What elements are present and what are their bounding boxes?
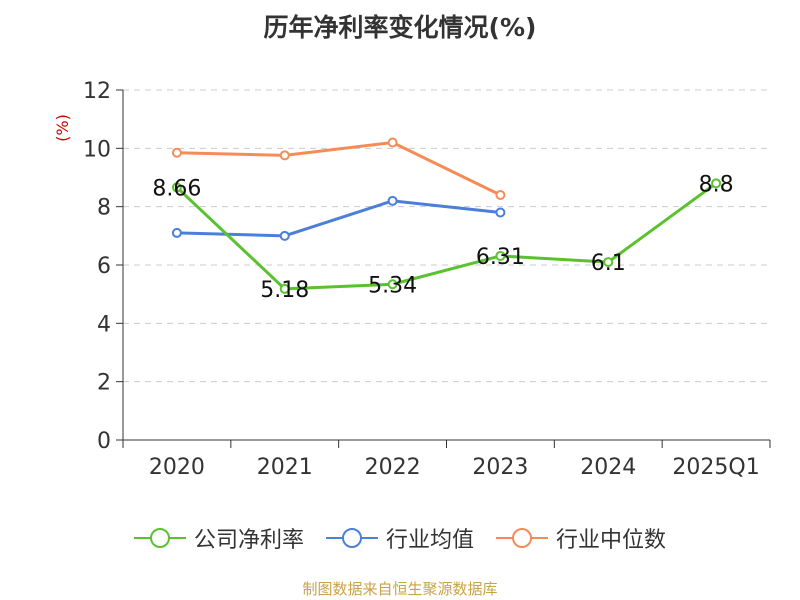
data-point: [495, 207, 506, 218]
legend-item[interactable]: 公司净利率: [133, 522, 304, 554]
y-tick-label: 2: [97, 371, 111, 396]
x-tick-label: 2021: [257, 455, 313, 480]
x-tick-label: 2024: [580, 455, 636, 480]
legend-item[interactable]: 行业均值: [325, 522, 474, 554]
legend-label: 公司净利率: [193, 528, 304, 553]
series-line: [176, 141, 502, 197]
data-point: [495, 190, 506, 200]
chart-title: 历年净利率变化情况(%): [263, 13, 537, 42]
series-line: [175, 182, 717, 291]
y-axis-unit-label: (%): [53, 114, 72, 142]
data-label: 5.18: [260, 278, 309, 303]
data-label: 6.1: [591, 251, 626, 276]
data-label: 6.31: [476, 245, 525, 270]
legend-label: 行业中位数: [556, 528, 667, 553]
data-point: [279, 150, 290, 161]
y-tick-label: 4: [97, 312, 111, 337]
data-label: 8.8: [699, 172, 734, 197]
y-tick-label: 8: [97, 196, 111, 221]
x-tick-label: 2025Q1: [672, 455, 759, 480]
y-tick-label: 0: [97, 429, 111, 454]
legend-line-marker-icon: [325, 528, 378, 548]
data-point: [387, 195, 398, 206]
data-label: 5.34: [368, 273, 417, 298]
data-point: [711, 178, 722, 189]
source-note: 制图数据来自恒生聚源数据库: [302, 580, 498, 598]
x-tick-label: 2022: [365, 455, 421, 480]
legend-line-marker-icon: [133, 528, 186, 548]
data-point: [171, 147, 182, 158]
data-point: [387, 279, 398, 290]
data-label: 8.66: [152, 176, 201, 201]
chart-legend: 公司净利率 行业均值 行业中位数: [0, 522, 800, 554]
data-point: [279, 283, 290, 294]
data-point: [279, 230, 290, 241]
data-point: [495, 250, 506, 261]
data-point: [171, 182, 182, 193]
x-tick-label: 2020: [149, 455, 205, 480]
series-line: [176, 199, 501, 238]
legend-label: 行业均值: [385, 528, 474, 553]
data-point: [387, 137, 398, 148]
data-point: [603, 257, 614, 268]
y-tick-label: 10: [83, 137, 111, 162]
y-tick-label: 12: [83, 79, 111, 104]
y-tick-label: 6: [97, 254, 111, 279]
x-tick-label: 2023: [472, 455, 528, 480]
legend-item[interactable]: 行业中位数: [496, 522, 666, 554]
data-point: [171, 227, 182, 238]
legend-line-marker-icon: [496, 528, 548, 548]
